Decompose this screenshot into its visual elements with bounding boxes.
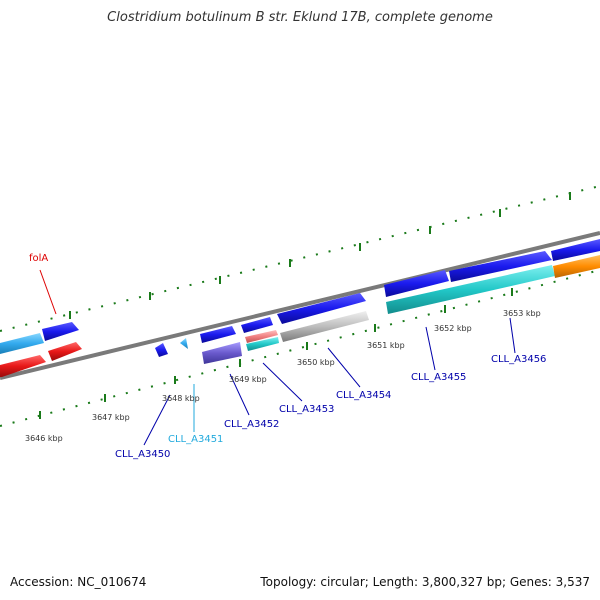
gene-red-2[interactable]: [48, 342, 82, 361]
gene-label-cll-a3450[interactable]: CLL_A3450: [115, 449, 170, 460]
gene-blue-long-2[interactable]: [384, 270, 449, 297]
gene-label-fola[interactable]: folA: [29, 253, 48, 264]
gene-cll-a3451[interactable]: [180, 338, 188, 349]
inner-tick-track: [0, 269, 600, 427]
gene-pink[interactable]: [245, 330, 278, 343]
accession-text: Accession: NC_010674: [10, 575, 147, 589]
gene-label-cll-a3456[interactable]: CLL_A3456: [491, 354, 546, 365]
gene-label-cll-a3451[interactable]: CLL_A3451: [168, 434, 223, 445]
gene-red-left[interactable]: [0, 355, 46, 377]
kbp-label-3647: 3647 kbp: [92, 413, 130, 422]
genome-backbone: [0, 231, 600, 380]
gene-blue-small-1[interactable]: [200, 326, 236, 343]
kbp-label-3649: 3649 kbp: [229, 375, 267, 384]
kbp-label-3648: 3648 kbp: [162, 394, 200, 403]
gene-cyan-small[interactable]: [246, 337, 279, 351]
gene-light-blue-left[interactable]: [0, 333, 44, 354]
label-leaders: [39, 269, 516, 446]
gene-blue-small-2[interactable]: [241, 317, 273, 333]
kbp-label-3650: 3650 kbp: [297, 358, 335, 367]
kbp-label-3646: 3646 kbp: [25, 434, 63, 443]
kbp-label-3652: 3652 kbp: [434, 324, 472, 333]
gene-gray-long[interactable]: [280, 311, 369, 342]
gene-label-cll-a3455[interactable]: CLL_A3455: [411, 372, 466, 383]
gene-cyan-long[interactable]: [386, 265, 555, 314]
gene-cll-a3450[interactable]: [155, 343, 168, 357]
topology-text: Topology: circular; Length: 3,800,327 bp…: [260, 575, 590, 589]
gene-blue-right[interactable]: [551, 239, 600, 261]
kbp-label-3651: 3651 kbp: [367, 341, 405, 350]
gene-orange-right[interactable]: [553, 255, 600, 278]
gene-blue-long-1[interactable]: [277, 293, 366, 324]
gene-purple[interactable]: [202, 342, 242, 364]
gene-blue-long-3[interactable]: [449, 251, 552, 282]
gene-blue-near-fola[interactable]: [42, 322, 79, 341]
map-title: Clostridium botulinum B str. Eklund 17B,…: [107, 10, 493, 25]
kbp-label-3653: 3653 kbp: [503, 309, 541, 318]
gene-label-cll-a3454[interactable]: CLL_A3454: [336, 390, 391, 401]
gene-label-cll-a3453[interactable]: CLL_A3453: [279, 404, 334, 415]
gene-label-cll-a3452[interactable]: CLL_A3452: [224, 419, 279, 430]
major-ticks: [39, 192, 571, 419]
